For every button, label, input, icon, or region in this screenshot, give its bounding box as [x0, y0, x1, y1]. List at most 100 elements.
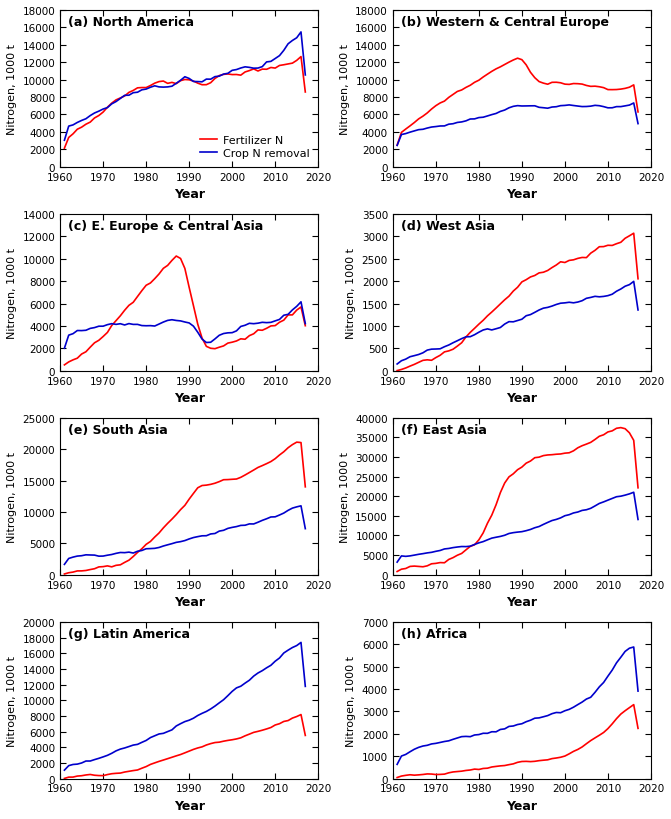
Crop N removal [497, 107, 505, 117]
Text: (d) West Asia: (d) West Asia [401, 219, 495, 233]
Text: (g) Latin America: (g) Latin America [68, 627, 190, 640]
Crop N removal [402, 129, 410, 139]
Crop N removal [406, 352, 414, 362]
Line: Fertilizer N: Fertilizer N [397, 59, 638, 146]
Line: Fertilizer N: Fertilizer N [64, 442, 305, 574]
Crop N removal [73, 119, 81, 129]
Crop N removal [69, 329, 77, 339]
X-axis label: Year: Year [174, 595, 205, 609]
Fertilizer N [73, 566, 81, 576]
Crop N removal [556, 514, 564, 523]
Fertilizer N [556, 450, 564, 459]
Text: (h) Africa: (h) Africa [401, 627, 467, 640]
Line: Crop N removal: Crop N removal [397, 493, 638, 563]
Line: Fertilizer N: Fertilizer N [64, 57, 305, 149]
Fertilizer N [301, 482, 309, 492]
Crop N removal [224, 328, 232, 338]
Fertilizer N [224, 735, 232, 745]
Crop N removal [125, 91, 133, 101]
Crop N removal [393, 360, 401, 369]
Crop N removal [297, 297, 305, 307]
Crop N removal [402, 552, 410, 562]
Fertilizer N [125, 555, 133, 565]
Fertilizer N [406, 362, 414, 372]
Fertilizer N [60, 360, 68, 370]
Crop N removal [402, 355, 410, 364]
Line: Crop N removal: Crop N removal [64, 506, 305, 564]
Crop N removal [393, 759, 401, 769]
Line: Fertilizer N: Fertilizer N [397, 705, 638, 777]
Crop N removal [402, 749, 410, 759]
Crop N removal [164, 541, 172, 550]
Y-axis label: Nitrogen, 1000 t: Nitrogen, 1000 t [346, 247, 356, 338]
Crop N removal [297, 501, 305, 511]
Text: (a) North America: (a) North America [68, 16, 194, 29]
Fertilizer N [406, 562, 414, 572]
Fertilizer N [164, 79, 172, 89]
Crop N removal [125, 548, 133, 558]
Fertilizer N [228, 735, 236, 744]
Fertilizer N [402, 125, 410, 135]
Fertilizer N [125, 88, 133, 98]
Y-axis label: Nitrogen, 1000 t: Nitrogen, 1000 t [346, 655, 356, 746]
Fertilizer N [556, 257, 564, 267]
Crop N removal [634, 686, 642, 696]
Text: (f) East Asia: (f) East Asia [401, 423, 486, 436]
Fertilizer N [634, 483, 642, 493]
Fertilizer N [556, 753, 564, 762]
Crop N removal [224, 691, 232, 701]
Fertilizer N [228, 70, 236, 80]
Crop N removal [561, 102, 569, 111]
Y-axis label: Nitrogen, 1000 t: Nitrogen, 1000 t [7, 43, 17, 134]
Crop N removal [556, 102, 564, 111]
Crop N removal [228, 66, 236, 76]
Fertilizer N [513, 54, 521, 64]
Fertilizer N [301, 88, 309, 97]
Crop N removal [634, 515, 642, 525]
Fertilizer N [393, 567, 401, 577]
Crop N removal [629, 642, 637, 652]
Text: (b) Western & Central Europe: (b) Western & Central Europe [401, 16, 609, 29]
Line: Crop N removal: Crop N removal [397, 282, 638, 364]
X-axis label: Year: Year [507, 188, 537, 201]
Crop N removal [228, 686, 236, 696]
Fertilizer N [73, 354, 81, 364]
Crop N removal [60, 765, 68, 775]
Crop N removal [224, 70, 232, 79]
Fertilizer N [565, 80, 573, 90]
Line: Crop N removal: Crop N removal [64, 33, 305, 141]
Fertilizer N [60, 569, 68, 579]
Text: (c) E. Europe & Central Asia: (c) E. Europe & Central Asia [68, 219, 263, 233]
Crop N removal [164, 726, 172, 736]
X-axis label: Year: Year [174, 391, 205, 405]
Fertilizer N [497, 488, 505, 498]
Crop N removal [497, 725, 505, 735]
Fertilizer N [497, 761, 505, 771]
Fertilizer N [634, 723, 642, 733]
Fertilizer N [293, 437, 301, 447]
Fertilizer N [406, 122, 414, 132]
Crop N removal [556, 299, 564, 309]
Crop N removal [224, 524, 232, 534]
X-axis label: Year: Year [174, 188, 205, 201]
Fertilizer N [60, 144, 68, 154]
Fertilizer N [458, 767, 466, 776]
Fertilizer N [301, 731, 309, 740]
Crop N removal [125, 319, 133, 329]
Crop N removal [629, 277, 637, 287]
X-axis label: Year: Year [174, 799, 205, 812]
Fertilizer N [629, 229, 637, 239]
Crop N removal [228, 523, 236, 532]
Crop N removal [458, 334, 466, 344]
Crop N removal [393, 142, 401, 152]
Fertilizer N [402, 563, 410, 573]
Text: (e) South Asia: (e) South Asia [68, 423, 168, 436]
Fertilizer N [458, 549, 466, 559]
Fertilizer N [228, 338, 236, 348]
Line: Crop N removal: Crop N removal [397, 104, 638, 147]
Crop N removal [561, 299, 569, 309]
Fertilizer N [224, 475, 232, 485]
Crop N removal [69, 553, 77, 563]
Crop N removal [60, 136, 68, 146]
Crop N removal [458, 732, 466, 742]
